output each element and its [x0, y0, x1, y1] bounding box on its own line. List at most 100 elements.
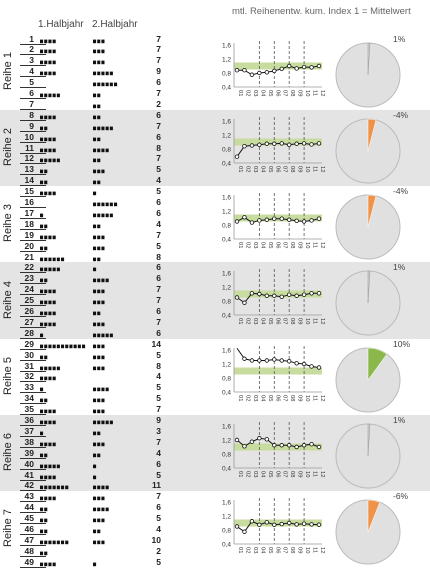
- count-dot: [48, 475, 52, 479]
- row-total: 4: [156, 218, 161, 229]
- row-number: 35: [24, 404, 34, 415]
- row-total: 7: [156, 88, 161, 98]
- count-dot: [109, 213, 113, 218]
- count-dot: [40, 126, 44, 130]
- table-row: 10 6: [12, 132, 202, 143]
- row-total: 2: [156, 545, 161, 556]
- half1-bar: [40, 295, 57, 313]
- row-total: 5: [156, 393, 161, 404]
- count-dot: [97, 137, 101, 141]
- count-dot: [44, 93, 48, 98]
- x-tick-label: 01: [237, 166, 243, 172]
- data-point: [264, 141, 270, 146]
- count-dot: [101, 39, 105, 43]
- row-total: 4: [156, 371, 161, 382]
- row-underline: [20, 43, 46, 45]
- row-underline: [20, 534, 46, 535]
- count-dot: [93, 300, 97, 305]
- count-dot: [93, 137, 97, 141]
- x-tick-label: 02: [244, 166, 250, 172]
- half2-bar: [93, 535, 106, 553]
- count-dot: [52, 158, 56, 163]
- count-dot: [44, 169, 48, 174]
- count-dot: [48, 93, 52, 98]
- half2-bar: [93, 252, 101, 270]
- half1-bar: [40, 470, 57, 488]
- x-tick-label: 04: [259, 318, 265, 325]
- row-underline: [20, 468, 46, 470]
- row-total: 7: [156, 120, 161, 131]
- half2-bar: [93, 197, 118, 215]
- x-tick-label: 04: [259, 166, 265, 173]
- count-dot: [44, 322, 48, 327]
- count-dot: [40, 344, 44, 348]
- count-dot: [61, 540, 65, 545]
- half1-bar: [40, 66, 57, 84]
- count-dot: [40, 93, 44, 98]
- row-underline: [20, 272, 46, 274]
- x-tick-label: 05: [267, 90, 273, 96]
- count-dot: [52, 496, 56, 501]
- count-dot: [101, 126, 105, 130]
- row-total: 6: [156, 207, 161, 218]
- data-point: [301, 140, 307, 146]
- count-dot: [93, 180, 97, 185]
- data-point: [301, 443, 307, 448]
- count-dot: [93, 518, 97, 523]
- count-dot: [40, 475, 44, 479]
- y-tick-label: 0,4: [222, 466, 231, 473]
- half2-bar: [93, 88, 101, 106]
- x-tick-label: 07: [282, 166, 288, 172]
- count-dot: [40, 409, 44, 414]
- data-point: [294, 218, 299, 224]
- row-total: 6: [156, 77, 161, 88]
- count-dot: [40, 464, 44, 468]
- row-number: 44: [24, 502, 34, 513]
- count-dot: [93, 267, 97, 272]
- count-dot: [101, 333, 105, 337]
- x-tick-label: 05: [267, 395, 273, 401]
- row-number: 46: [24, 524, 34, 534]
- row-total: 7: [156, 491, 161, 502]
- row-underline: [20, 239, 46, 241]
- count-dot: [93, 453, 97, 457]
- pie-slice: [367, 347, 388, 381]
- row-underline: [20, 512, 46, 514]
- count-dot: [61, 344, 65, 348]
- count-dot: [44, 551, 48, 555]
- half2-bar: [93, 350, 106, 368]
- half2-bar: [93, 164, 106, 182]
- count-dot: [97, 49, 101, 54]
- half1-bar: [40, 513, 48, 531]
- data-point: [242, 215, 247, 220]
- count-dot: [97, 311, 101, 316]
- row-total: 9: [156, 415, 161, 425]
- row-number: 10: [24, 131, 34, 142]
- x-tick-label: 07: [282, 471, 288, 477]
- trend-line-chart: 0,4 0,8 1,2 1,6 01 02 03 04 05 06 07 08 09 10 11 12: [222, 345, 325, 402]
- data-point: [249, 220, 255, 225]
- count-dot: [101, 485, 105, 490]
- count-dot: [93, 562, 97, 566]
- count-dot: [56, 267, 60, 272]
- data-point: [272, 141, 277, 146]
- row-total: 5: [156, 186, 161, 197]
- count-dot: [40, 333, 44, 337]
- count-dot: [97, 224, 101, 228]
- count-dot: [93, 213, 97, 218]
- count-dot: [93, 420, 97, 425]
- y-tick-label: 0,8: [222, 528, 231, 535]
- count-dot: [77, 344, 81, 348]
- count-dot: [40, 453, 44, 457]
- count-dot: [40, 311, 44, 316]
- table-row: 23 6: [12, 273, 202, 285]
- table-row: 49 5: [12, 557, 202, 568]
- data-point: [249, 143, 255, 148]
- half2-bar: [93, 284, 106, 302]
- data-point: [316, 522, 322, 528]
- data-point: [316, 63, 322, 68]
- x-tick-label: 01: [237, 395, 243, 401]
- table-row: 19 7: [12, 230, 202, 241]
- y-tick-label: 1,6: [222, 347, 231, 354]
